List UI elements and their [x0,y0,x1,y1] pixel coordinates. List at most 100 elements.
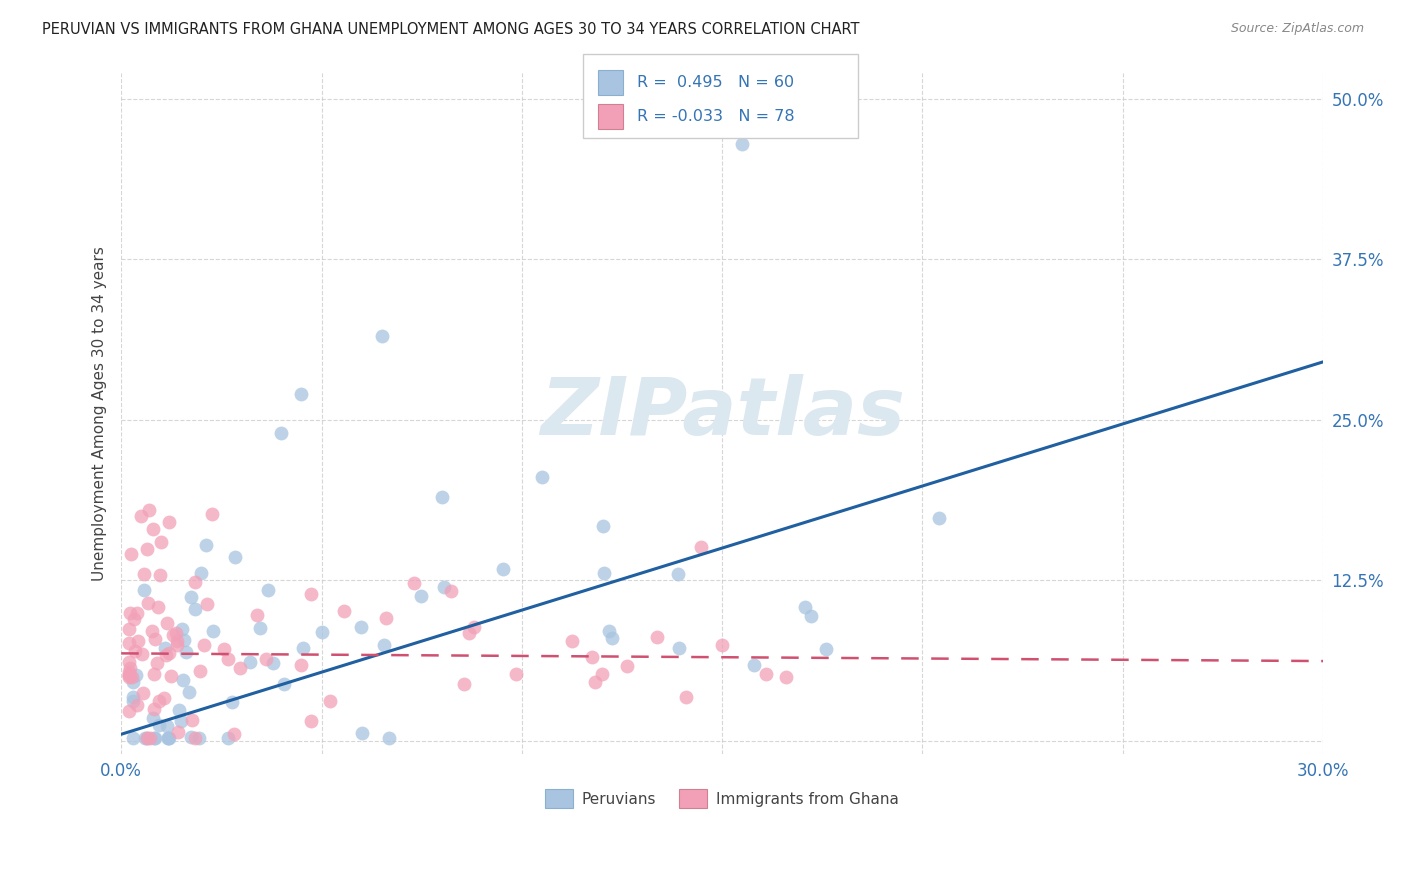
Point [195,598,218,612]
Point [122,694,145,708]
Point [131,647,153,661]
Point [118,606,141,620]
Point [177,685,200,699]
Point [222,727,245,741]
Point [616,659,638,673]
Text: ZIPatlas: ZIPatlas [540,375,904,452]
Point [218,731,240,745]
Point [273,677,295,691]
Point [157,516,180,530]
Point [184,601,207,615]
Legend: Peruvians, Immigrants from Ghana: Peruvians, Immigrants from Ghana [538,783,905,814]
Point [800,609,823,624]
Point [135,541,157,556]
Point [124,644,146,658]
Point [458,625,481,640]
Point [592,518,614,533]
Point [190,566,212,580]
Point [142,522,165,536]
Point [141,711,163,725]
Point [118,668,141,682]
Point [118,668,141,682]
Point [593,566,616,580]
Point [187,731,209,745]
Point [141,624,163,638]
Point [201,508,224,522]
Point [433,580,456,594]
Point [134,731,156,745]
Point [731,136,754,151]
Point [166,638,188,652]
Point [583,675,606,690]
Point [581,649,603,664]
Point [142,702,165,716]
Point [139,731,162,745]
Point [166,633,188,648]
Point [142,667,165,681]
Point [150,534,173,549]
Point [411,590,433,604]
Point [146,657,169,671]
Point [118,665,141,679]
Point [143,632,166,647]
Point [148,599,170,614]
Point [530,470,553,484]
Point [193,639,215,653]
Point [134,583,156,598]
Text: Source: ZipAtlas.com: Source: ZipAtlas.com [1230,22,1364,36]
Point [132,686,155,700]
Point [221,695,243,709]
Point [214,642,236,657]
Point [118,670,141,684]
Point [172,673,194,688]
Point [505,667,527,681]
Point [375,610,398,624]
Point [134,567,156,582]
Point [689,540,711,554]
Point [675,690,697,704]
Point [160,669,183,683]
Point [142,731,165,745]
Point [755,667,778,681]
Point [224,549,246,564]
Point [666,566,689,581]
Point [129,508,152,523]
Point [319,694,342,708]
Point [156,731,179,745]
Point [136,596,159,610]
Point [121,670,143,684]
Point [711,639,734,653]
Point [118,636,141,650]
Text: R =  0.495   N = 60: R = 0.495 N = 60 [637,75,794,89]
Point [149,568,172,582]
Point [118,660,141,674]
Point [793,599,815,614]
Point [246,608,269,623]
Point [292,641,315,656]
Point [184,574,207,589]
Point [254,652,277,666]
Point [311,625,333,640]
Point [174,645,197,659]
Point [118,705,141,719]
Point [928,511,950,525]
Point [124,668,146,682]
Point [645,630,668,644]
Point [598,624,620,638]
Point [184,731,207,745]
Point [239,655,262,669]
Point [157,731,180,745]
Point [561,633,583,648]
Point [229,661,252,675]
Point [122,731,145,745]
Point [373,638,395,652]
Point [256,583,278,598]
Point [600,632,623,646]
Point [350,726,373,740]
Point [333,604,356,618]
Point [378,731,401,745]
Point [170,714,193,728]
Point [121,547,143,561]
Text: PERUVIAN VS IMMIGRANTS FROM GHANA UNEMPLOYMENT AMONG AGES 30 TO 34 YEARS CORRELA: PERUVIAN VS IMMIGRANTS FROM GHANA UNEMPL… [42,22,859,37]
Point [290,387,312,401]
